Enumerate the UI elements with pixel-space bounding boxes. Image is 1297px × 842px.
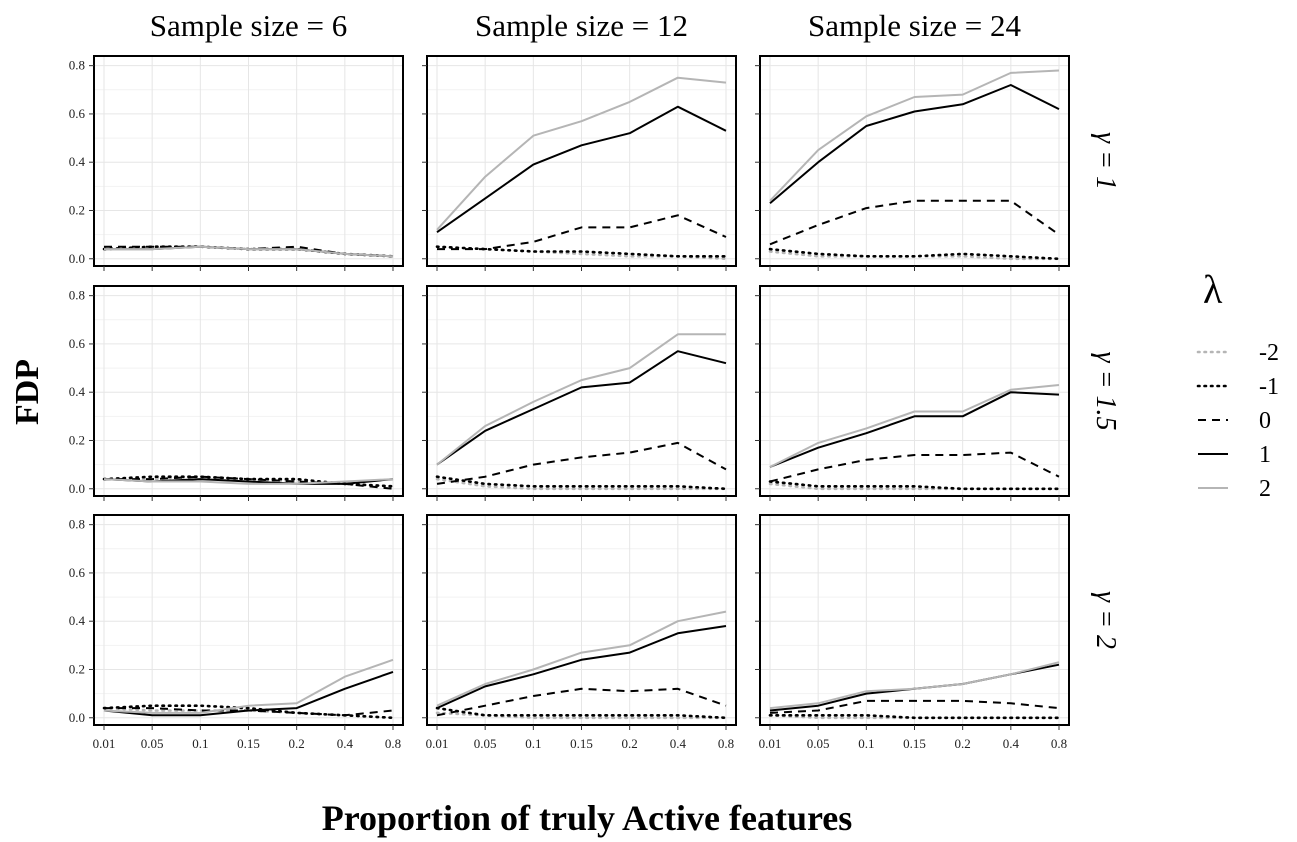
x-tick-label: 0.1 bbox=[525, 736, 541, 751]
panel-r0-c1 bbox=[422, 55, 737, 271]
series-line-lambda-1 bbox=[436, 625, 727, 710]
x-tick-label: 0.15 bbox=[570, 736, 593, 751]
panel-r1-c0: 0.0 0.2 0.4 0.6 0.8 bbox=[69, 285, 404, 501]
series-line-lambda-2 bbox=[436, 76, 727, 231]
series-line-lambda-2 bbox=[769, 69, 1060, 202]
y-tick-label: 0.2 bbox=[69, 432, 85, 447]
x-tick-label: 0.1 bbox=[192, 736, 208, 751]
x-tick-label: 0.8 bbox=[385, 736, 401, 751]
x-tick-label: 0.2 bbox=[289, 736, 305, 751]
panel-r0-c2 bbox=[755, 55, 1070, 271]
series-line-lambda--1 bbox=[435, 475, 728, 491]
x-tick-label: 0.4 bbox=[1003, 736, 1020, 751]
y-tick-label: 0.6 bbox=[69, 565, 86, 580]
series-line-lambda-0 bbox=[437, 214, 727, 251]
x-tick-label: 0.4 bbox=[337, 736, 354, 751]
series-line-lambda-1 bbox=[769, 84, 1060, 204]
legend-label: 2 bbox=[1259, 476, 1271, 502]
x-tick-label: 0.01 bbox=[426, 736, 449, 751]
y-tick-label: 0.4 bbox=[69, 613, 86, 628]
legend-title: λ bbox=[1203, 267, 1223, 312]
row-title: γ = 1 bbox=[1090, 132, 1121, 190]
series-line-lambda--1 bbox=[435, 706, 728, 720]
series-line-lambda--1 bbox=[768, 713, 1061, 720]
x-tick-label: 0.15 bbox=[237, 736, 260, 751]
panel-r2-c0: 0.0 0.2 0.4 0.6 0.8 0.01 0.05 0.1 0.15 0.2 0.4 0.8 bbox=[69, 514, 404, 751]
series-line-lambda-1 bbox=[436, 350, 727, 466]
panel-r2-c1: 0.01 0.05 0.1 0.15 0.2 0.4 0.8 bbox=[422, 514, 737, 751]
y-tick-label: 0.0 bbox=[69, 710, 85, 725]
y-tick-label: 0.2 bbox=[69, 661, 85, 676]
series-line-lambda-2 bbox=[436, 333, 726, 466]
y-tick-label: 0.4 bbox=[69, 154, 86, 169]
y-tick-label: 0.0 bbox=[69, 251, 85, 266]
legend-label: -2 bbox=[1259, 340, 1279, 366]
series-line-lambda-0 bbox=[769, 451, 1060, 483]
column-strip-titles: Sample size = 6 Sample size = 12 Sample si… bbox=[150, 8, 1022, 43]
column-title: Sample size = 24 bbox=[808, 8, 1021, 43]
panel-r2-c2: 0.01 0.05 0.1 0.15 0.2 0.4 0.8 bbox=[755, 514, 1070, 751]
x-tick-label: 0.05 bbox=[474, 736, 497, 751]
series-line-lambda-0 bbox=[436, 441, 727, 485]
panel-r1-c2 bbox=[755, 285, 1070, 501]
series-line-lambda-0 bbox=[436, 687, 727, 717]
x-tick-label: 0.8 bbox=[1051, 736, 1067, 751]
series-line-lambda--2 bbox=[435, 477, 728, 491]
y-tick-label: 0.6 bbox=[69, 336, 86, 351]
series-line-lambda-1 bbox=[436, 105, 727, 234]
series-line-lambda-1 bbox=[769, 391, 1060, 468]
x-tick-label: 0.15 bbox=[903, 736, 926, 751]
x-tick-label: 0.4 bbox=[670, 736, 687, 751]
series-line-lambda-2 bbox=[769, 384, 1060, 468]
series-line-lambda-1 bbox=[103, 670, 394, 717]
x-tick-label: 0.01 bbox=[93, 736, 116, 751]
column-title: Sample size = 12 bbox=[475, 8, 688, 43]
y-tick-label: 0.6 bbox=[69, 106, 86, 121]
x-tick-label: 0.2 bbox=[955, 736, 971, 751]
x-tick-label: 0.01 bbox=[759, 736, 782, 751]
x-tick-label: 0.1 bbox=[858, 736, 874, 751]
x-tick-label: 0.05 bbox=[807, 736, 830, 751]
panel-r1-c1 bbox=[422, 285, 737, 501]
series-line-lambda--1 bbox=[768, 480, 1061, 491]
series-line-lambda-2 bbox=[103, 478, 394, 485]
x-tick-label: 0.05 bbox=[141, 736, 164, 751]
series-line-lambda-2 bbox=[769, 661, 1060, 710]
series-line-lambda-0 bbox=[769, 699, 1060, 714]
legend-label: -1 bbox=[1259, 374, 1279, 400]
row-title: γ = 2 bbox=[1090, 591, 1121, 649]
row-title: γ = 1.5 bbox=[1090, 352, 1121, 431]
y-tick-label: 0.8 bbox=[69, 288, 85, 303]
y-tick-label: 0.8 bbox=[69, 517, 85, 532]
y-tick-label: 0.2 bbox=[69, 202, 85, 217]
column-title: Sample size = 6 bbox=[150, 8, 347, 43]
legend-label: 1 bbox=[1259, 442, 1271, 468]
legend: λ -2 -1 0 1 2 bbox=[1196, 267, 1279, 502]
legend-label: 0 bbox=[1259, 408, 1271, 434]
panel-grid: 0.00.20.40.60.80.00.20.40.60.80.00.20.40… bbox=[69, 55, 1070, 751]
series-line-lambda-2 bbox=[436, 610, 727, 707]
panel-r0-c0: 0.0 0.2 0.4 0.6 0.8 bbox=[69, 55, 404, 271]
x-axis-title: Proportion of truly Active features bbox=[322, 798, 853, 838]
series-line-lambda-2 bbox=[103, 658, 394, 714]
x-tick-label: 0.2 bbox=[622, 736, 638, 751]
y-tick-label: 0.4 bbox=[69, 384, 86, 399]
series-line-lambda--1 bbox=[768, 247, 1061, 261]
y-tick-label: 0.0 bbox=[69, 481, 85, 496]
row-strip-titles: γ = 1 γ = 1.5 γ = 2 bbox=[1090, 132, 1121, 649]
series-line-lambda-2 bbox=[104, 245, 394, 258]
series-line-lambda--2 bbox=[435, 711, 728, 720]
y-axis-title: FDP bbox=[9, 359, 46, 425]
x-tick-label: 0.8 bbox=[718, 736, 734, 751]
y-tick-label: 0.8 bbox=[69, 58, 85, 73]
